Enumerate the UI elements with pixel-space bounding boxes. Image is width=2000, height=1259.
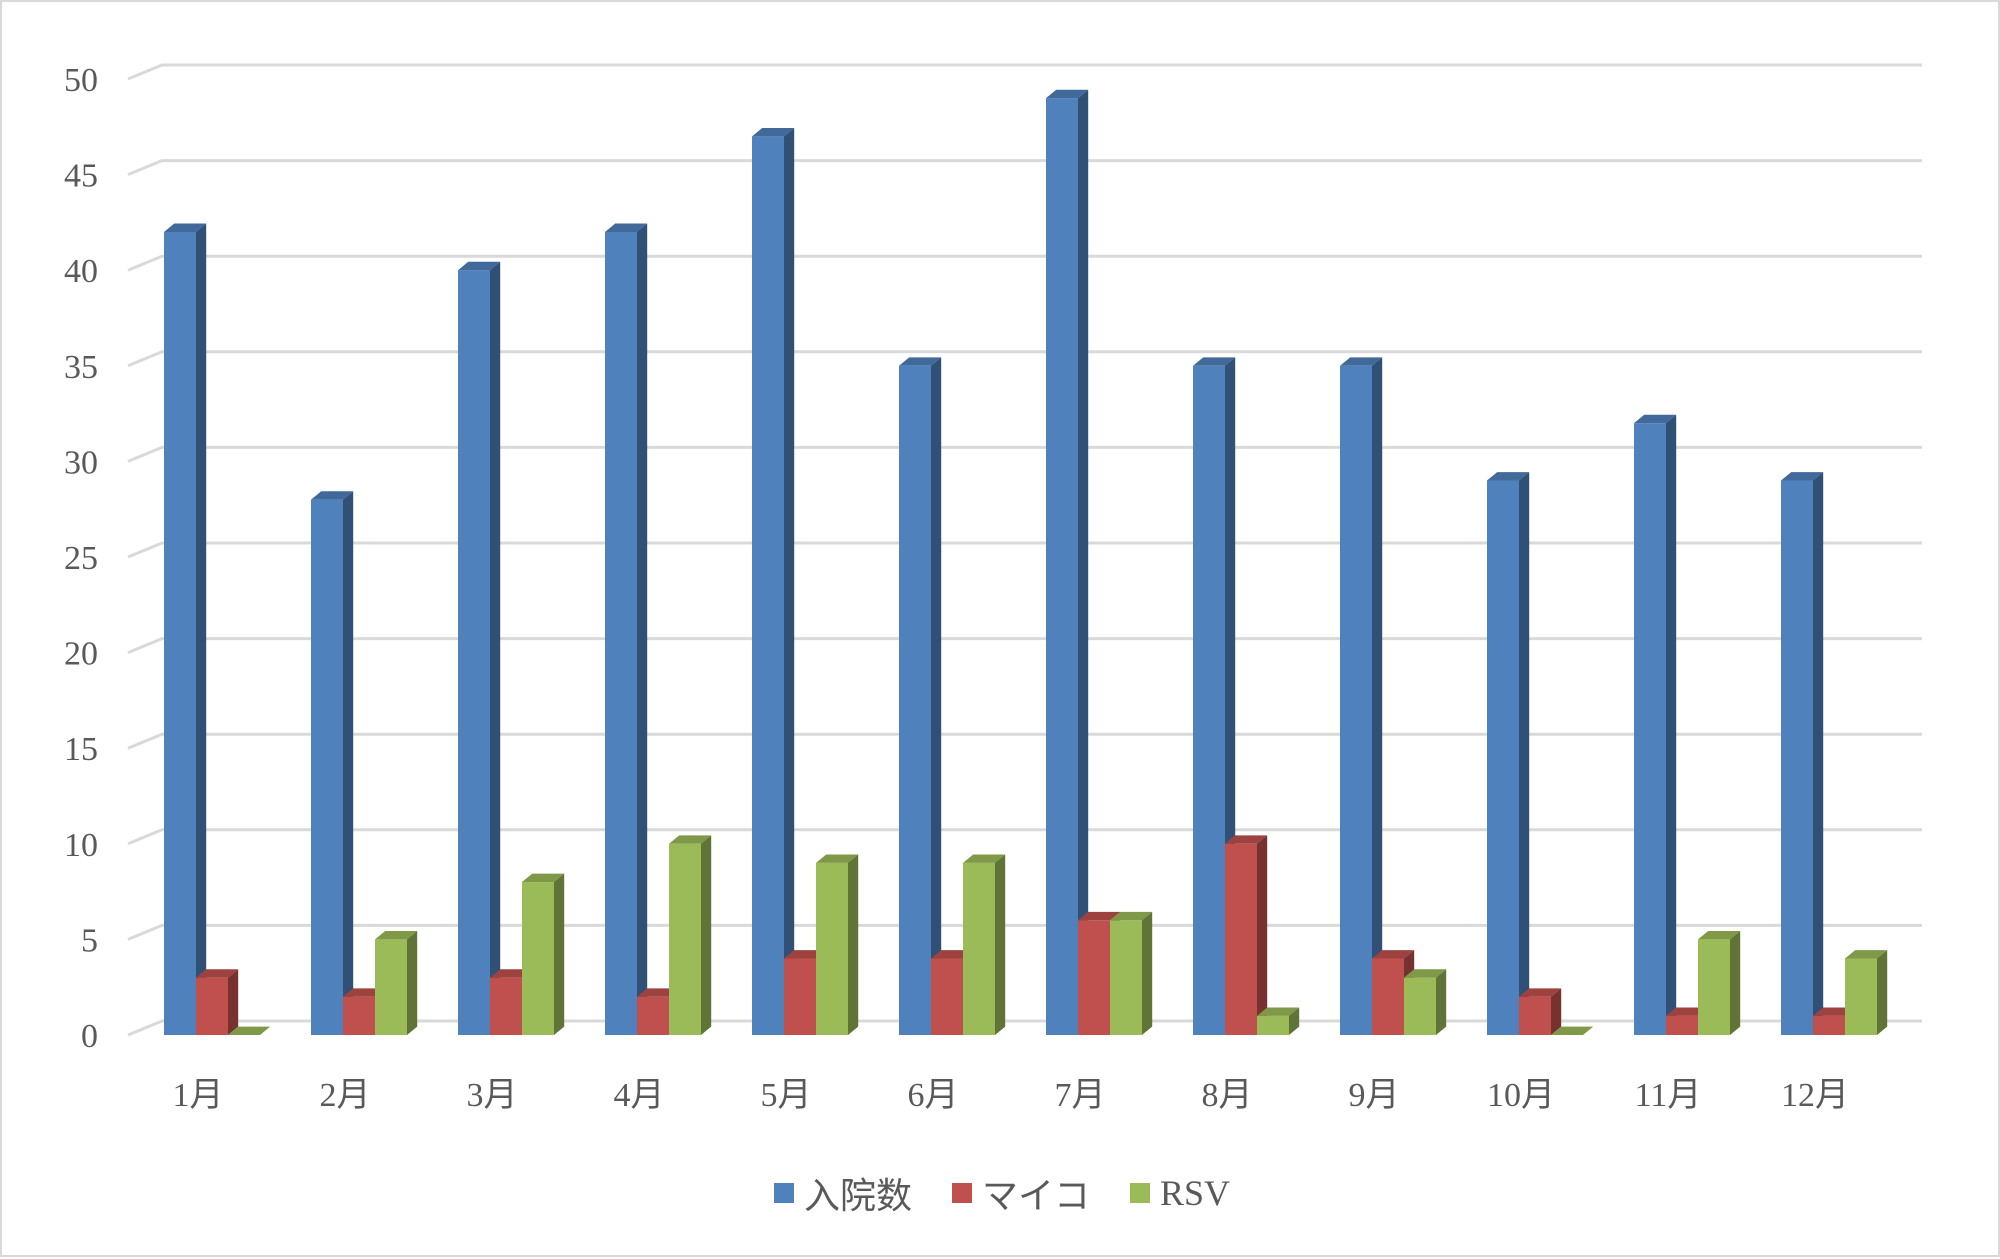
legend-swatch-mycoplasma	[951, 1183, 972, 1203]
bar	[1110, 911, 1153, 1035]
gridline	[127, 63, 1922, 81]
x-tick-label: 2月	[320, 1077, 371, 1114]
bar	[1404, 969, 1447, 1035]
y-tick-label: 50	[64, 62, 98, 99]
bar	[1781, 472, 1824, 1035]
y-tick-label: 45	[64, 158, 98, 195]
bar	[1257, 1007, 1300, 1035]
x-tick-label: 1月	[173, 1077, 224, 1114]
legend-item-mycoplasma: マイコ	[951, 1167, 1090, 1219]
y-tick-label: 5	[81, 922, 98, 959]
y-tick-label: 35	[64, 349, 98, 386]
bar	[1487, 472, 1530, 1035]
bar	[1698, 931, 1741, 1035]
gridlines	[127, 63, 1922, 1037]
bar	[522, 873, 565, 1035]
gridline	[127, 1019, 1922, 1037]
bar	[605, 223, 648, 1035]
bar	[196, 969, 239, 1035]
bar	[752, 127, 795, 1036]
gridline	[127, 254, 1922, 272]
legend-label-mycoplasma: マイコ	[981, 1176, 1090, 1216]
x-tick-label: 3月	[467, 1077, 518, 1114]
gridline	[127, 445, 1922, 463]
bar	[1845, 950, 1888, 1035]
gridline	[127, 732, 1922, 750]
gridline	[127, 350, 1922, 368]
x-axis-ticks: 1月 2月 3月 4月 5月 6月 7月 8月 9月 10月 11月 12月	[173, 1077, 1850, 1114]
bar	[816, 854, 859, 1035]
legend-item-admissions: 入院数	[773, 1167, 912, 1219]
x-tick-label: 9月	[1349, 1077, 1400, 1114]
gridline	[127, 541, 1922, 559]
bar	[1551, 1026, 1594, 1035]
legend-label-rsv: RSV	[1160, 1173, 1231, 1213]
x-tick-label: 6月	[908, 1077, 959, 1114]
bar	[458, 261, 501, 1035]
y-tick-label: 10	[64, 827, 98, 864]
y-tick-label: 25	[64, 540, 98, 577]
x-tick-label: 5月	[761, 1077, 812, 1114]
y-tick-label: 40	[64, 253, 98, 290]
y-tick-label: 0	[81, 1018, 98, 1055]
x-tick-label: 7月	[1055, 1077, 1106, 1114]
gridline	[127, 923, 1922, 941]
legend-swatch-admissions	[773, 1183, 794, 1203]
x-tick-label: 8月	[1202, 1077, 1253, 1114]
legend-label-admissions: 入院数	[803, 1176, 912, 1216]
bar	[1634, 414, 1677, 1035]
bar	[1340, 357, 1383, 1035]
bar	[1519, 988, 1562, 1035]
bar	[343, 988, 386, 1035]
y-tick-label: 20	[64, 636, 98, 673]
x-tick-label: 10月	[1487, 1077, 1555, 1114]
gridline	[127, 637, 1922, 654]
legend-item-rsv: RSV	[1130, 1172, 1230, 1214]
bar	[311, 491, 354, 1035]
gridline	[127, 159, 1922, 176]
bar	[228, 1026, 271, 1035]
y-axis-ticks: 0 5 10 15 20 25 30 35 40 45 50	[64, 62, 98, 1055]
x-tick-label: 4月	[614, 1077, 665, 1114]
bar	[963, 854, 1006, 1035]
bar	[164, 223, 207, 1035]
bars	[164, 89, 1888, 1036]
y-tick-label: 15	[64, 731, 98, 768]
x-tick-label: 11月	[1635, 1077, 1702, 1114]
y-tick-label: 30	[64, 444, 98, 481]
bar	[375, 931, 418, 1035]
legend-swatch-rsv	[1130, 1183, 1150, 1203]
x-tick-label: 12月	[1781, 1077, 1849, 1114]
gridline	[127, 828, 1922, 846]
bar	[669, 835, 712, 1035]
bar	[1225, 835, 1268, 1035]
legend: 入院数 マイコ RSV	[2, 1167, 2000, 1219]
bar	[899, 357, 942, 1035]
bar	[1046, 89, 1089, 1036]
